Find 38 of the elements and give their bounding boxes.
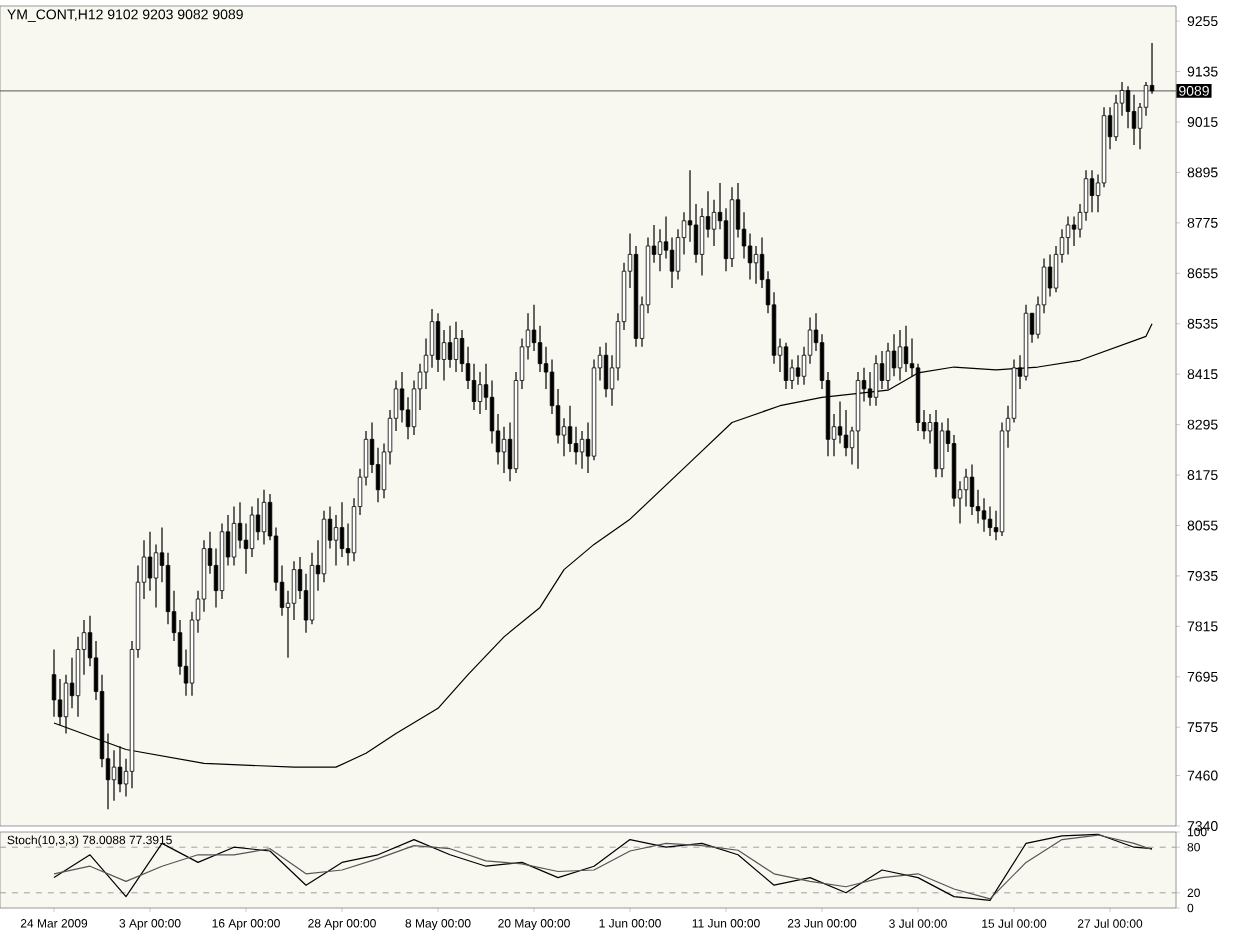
- candlestick: [603, 342, 609, 398]
- candlestick: [339, 501, 345, 558]
- candlestick: [1131, 94, 1137, 146]
- candlestick: [261, 489, 267, 545]
- candlestick: [969, 463, 975, 516]
- candlestick: [867, 371, 873, 407]
- candlestick: [987, 505, 993, 537]
- candlestick: [477, 371, 483, 415]
- candlestick: [885, 342, 891, 390]
- candlestick: [795, 354, 801, 386]
- candlestick: [753, 245, 759, 285]
- candlestick: [579, 430, 585, 470]
- candlestick: [897, 329, 903, 382]
- candlestick: [903, 325, 909, 373]
- candlestick: [231, 505, 237, 567]
- candlestick: [879, 350, 885, 390]
- candlestick: [453, 321, 459, 373]
- candlestick: [333, 514, 339, 567]
- candlestick: [843, 409, 849, 457]
- candlestick: [939, 421, 945, 478]
- candlestick: [933, 409, 939, 478]
- candlestick: [783, 342, 789, 390]
- candlestick: [501, 426, 507, 474]
- candlestick: [255, 497, 261, 541]
- candlestick: [1089, 169, 1095, 213]
- candlestick: [447, 325, 453, 369]
- candlestick: [435, 312, 441, 373]
- candlestick: [891, 333, 897, 377]
- candlestick: [441, 329, 447, 382]
- candlestick: [69, 657, 75, 709]
- candlestick: [1071, 215, 1077, 247]
- candlestick: [1065, 215, 1071, 255]
- candlestick: [111, 749, 117, 802]
- candlestick: [873, 354, 879, 407]
- candlestick: [981, 497, 987, 533]
- candlestick: [51, 648, 57, 718]
- candlestick: [1047, 253, 1053, 298]
- candlestick: [147, 531, 153, 592]
